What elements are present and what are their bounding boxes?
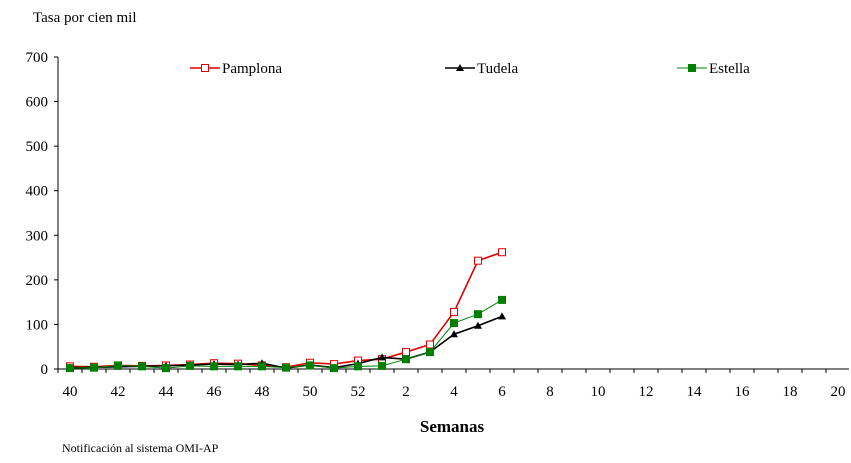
x-tick-label: 8 [546,384,554,400]
data-point [402,355,410,364]
x-tick-label: 50 [303,384,318,400]
x-tick-label: 18 [783,384,798,400]
x-tick-label: 44 [159,384,175,400]
series-line [69,315,503,369]
y-tick-label: 600 [26,95,49,111]
legend-marker [688,64,696,72]
data-point [354,362,362,371]
x-tick-label: 14 [687,384,703,400]
data-point [234,362,242,371]
y-tick-label: 300 [26,228,49,244]
data-point [378,361,386,370]
data-point [474,310,482,319]
y-tick-label: 0 [41,362,49,378]
data-point [450,319,458,328]
x-tick-label: 12 [639,384,654,400]
y-tick-label: 400 [26,184,49,200]
data-point [474,321,482,329]
footnote: Notificación al sistema OMI-AP [62,441,219,455]
y-axis-label: Tasa por cien mil [33,10,137,26]
legend-marker [456,64,464,71]
data-point [114,361,122,370]
series-line [69,251,503,369]
data-point [66,364,74,373]
data-point [498,248,506,257]
x-tick-label: 40 [63,384,78,400]
x-tick-label: 4 [450,384,458,400]
data-point [330,364,338,373]
x-tick-label: 46 [207,384,223,400]
data-point [426,340,434,349]
data-point [450,330,458,338]
data-point [498,312,506,320]
x-tick-label: 48 [255,384,270,400]
data-point [258,362,266,371]
data-point [138,362,146,371]
x-tick-label: 6 [498,384,506,400]
y-tick-label: 200 [26,273,49,289]
y-tick-label: 500 [26,139,49,155]
data-point [162,364,170,373]
y-tick-label: 700 [26,50,49,66]
x-tick-label: 2 [402,384,410,400]
legend-label: Estella [709,61,750,77]
legend-marker [201,64,209,72]
x-tick-label: 10 [591,384,606,400]
x-tick-label: 42 [111,384,126,400]
data-point [402,348,410,357]
x-tick-label: 20 [831,384,846,400]
x-tick-label: 52 [351,384,366,400]
data-point [378,353,386,361]
data-point [306,361,314,370]
x-tick-label: 16 [735,384,751,400]
data-point [90,363,98,372]
legend-label: Tudela [477,61,518,77]
data-point [210,362,218,371]
data-point [426,348,434,357]
data-point [282,363,290,372]
y-tick-label: 100 [26,317,49,333]
data-point [474,256,482,265]
x-axis-label: Semanas [420,417,485,436]
data-point [498,295,506,304]
legend-label: Pamplona [222,61,282,77]
data-point [186,361,194,370]
data-point [450,307,458,316]
